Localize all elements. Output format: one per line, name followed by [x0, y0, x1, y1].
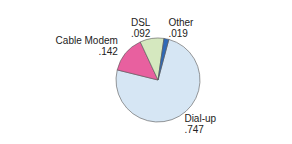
svg-text:Dial-up.747: Dial-up.747	[184, 113, 216, 135]
svg-text:Cable Modem.142: Cable Modem.142	[56, 35, 119, 57]
svg-text:DSL.092: DSL.092	[131, 17, 151, 39]
svg-text:Other.019: Other.019	[168, 17, 194, 39]
